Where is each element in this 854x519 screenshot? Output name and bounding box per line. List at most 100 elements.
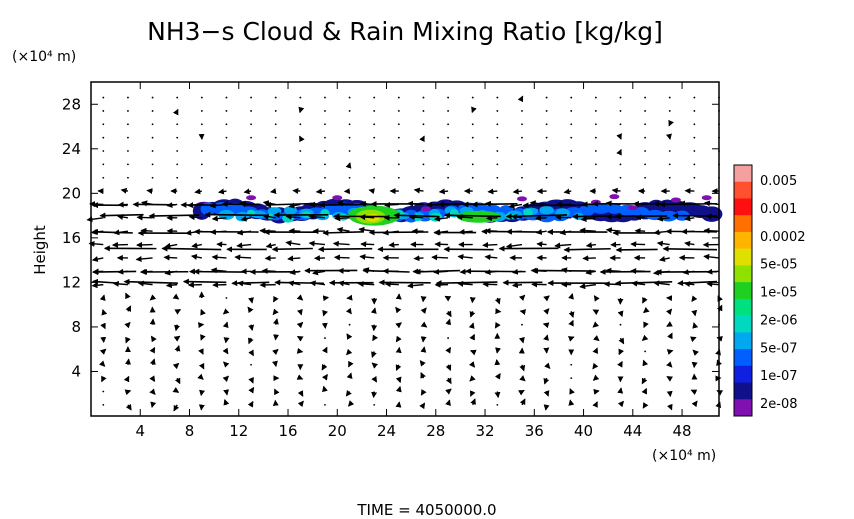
wind-dot: [127, 150, 129, 152]
wind-vector: [469, 349, 477, 356]
jet-vector: [317, 246, 373, 253]
jet-vector: [530, 267, 595, 274]
wind-vector: [222, 321, 229, 329]
wind-vector: [543, 295, 550, 302]
wind-dot: [668, 176, 671, 179]
wind-dot: [521, 163, 523, 166]
wind-vector: [346, 333, 353, 340]
wind-dot: [619, 176, 622, 179]
cloud-cell: [320, 209, 330, 218]
wind-vector: [585, 242, 596, 249]
wind-dot: [422, 150, 425, 152]
colorbar-label: 0.0002: [760, 230, 806, 245]
wind-vector: [99, 294, 106, 302]
wind-vector: [359, 254, 375, 260]
colorbar-label: 0.005: [760, 174, 797, 189]
x-tick-label: 24: [377, 422, 396, 440]
jet-vector: [677, 280, 718, 287]
colorbar-label: 1e-05: [760, 286, 798, 301]
wind-vector: [296, 294, 304, 301]
wind-vector: [149, 318, 156, 325]
wind-vector: [505, 243, 523, 249]
wind-vector: [125, 305, 132, 312]
wind-vector: [149, 294, 157, 301]
wind-dot: [521, 150, 523, 152]
wind-dot: [594, 136, 597, 139]
wind-vector: [582, 255, 596, 262]
wind-vector: [285, 240, 301, 247]
wind-dot: [102, 96, 105, 99]
jet-vector: [322, 229, 364, 236]
wind-vector: [456, 214, 473, 221]
wind-vector: [101, 375, 107, 383]
wind-vector: [173, 404, 180, 412]
x-tick-label: 4: [135, 422, 145, 440]
x-tick-label: 16: [278, 422, 297, 440]
wind-vector: [308, 240, 326, 247]
wind-dot: [200, 150, 203, 152]
cloud-cell: [539, 205, 554, 215]
wind-dot: [570, 377, 573, 380]
wind-dot: [176, 176, 179, 179]
wind-vector: [358, 226, 375, 233]
wind-vector: [542, 322, 550, 329]
wind-dot: [644, 150, 647, 152]
x-tick-label: 32: [475, 422, 494, 440]
wind-dot: [102, 390, 105, 393]
wind-dot: [644, 163, 647, 166]
wind-vector: [285, 213, 301, 220]
wind-vector: [234, 254, 252, 261]
wind-vector: [312, 269, 326, 276]
wind-dot: [693, 110, 696, 112]
wind-dot: [250, 363, 252, 366]
wind-vector: [247, 306, 254, 314]
wind-vector: [120, 187, 129, 194]
wind-dot: [521, 123, 523, 126]
wind-vector: [135, 255, 153, 262]
wind-dot: [373, 150, 376, 152]
wind-vector: [457, 253, 473, 260]
wind-vector: [190, 254, 202, 260]
cloud-fringe: [701, 195, 712, 201]
wind-vector: [445, 364, 452, 372]
wind-dot: [348, 123, 351, 126]
wind-vector: [395, 335, 402, 343]
wind-vector: [125, 292, 131, 300]
wind-dot: [225, 110, 228, 112]
wind-dot: [668, 96, 671, 99]
wind-dot: [324, 123, 326, 126]
wind-vector: [593, 388, 600, 395]
wind-vector: [690, 389, 698, 396]
wind-vector: [494, 321, 501, 329]
wind-dot: [447, 123, 449, 126]
wind-vector: [691, 309, 698, 317]
wind-dot: [619, 96, 622, 99]
wind-dot: [397, 150, 400, 152]
wind-vector: [273, 295, 279, 303]
wind-vector: [691, 400, 698, 408]
wind-dot: [594, 176, 597, 179]
wind-dot: [521, 110, 523, 112]
wind-dot: [594, 110, 597, 112]
x-axis: 4 8 12 16 20 24 28 32 36 40 44 48: [135, 82, 692, 440]
wind-vector: [173, 335, 181, 342]
colorbar-swatch: [734, 165, 752, 183]
wind-vector: [656, 240, 670, 247]
wind-vector: [360, 241, 375, 248]
wind-vector: [592, 347, 599, 355]
plot-frame: [90, 81, 720, 417]
wind-vector: [125, 404, 132, 411]
wind-vector: [593, 295, 600, 302]
wind-vector: [287, 255, 301, 262]
colorbar-label: 2e-06: [760, 313, 798, 328]
wind-dot: [521, 136, 523, 139]
wind-vector: [543, 334, 549, 341]
wind-vector: [188, 214, 202, 221]
wind-vector: [666, 403, 673, 411]
wind-vector: [519, 364, 526, 372]
wind-dot: [570, 96, 573, 99]
wind-dot: [176, 163, 179, 166]
wind-vector: [240, 215, 252, 222]
wind-vector: [297, 390, 304, 397]
colorbar-swatch: [734, 399, 752, 417]
